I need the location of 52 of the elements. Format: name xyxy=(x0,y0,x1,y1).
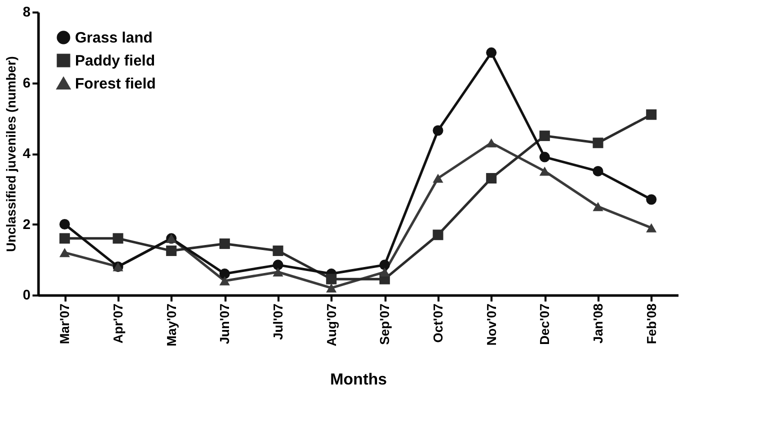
x-tick-label: Jan'08 xyxy=(590,304,606,344)
point xyxy=(112,233,124,244)
point xyxy=(326,274,337,284)
point xyxy=(646,109,657,120)
point xyxy=(592,166,604,176)
legend-label: Paddy field xyxy=(75,52,156,70)
y-tick-label: 2 xyxy=(22,216,31,232)
point xyxy=(272,246,284,256)
legend-label: Forest field xyxy=(75,76,156,92)
point xyxy=(539,130,550,142)
point xyxy=(592,202,604,212)
point xyxy=(59,219,70,230)
point xyxy=(539,166,550,176)
x-tick-label: Aug'07 xyxy=(324,304,339,346)
x-tick-label: Sep'07 xyxy=(377,304,392,345)
point xyxy=(59,248,70,258)
y-tick-label: 6 xyxy=(22,74,31,90)
point xyxy=(539,152,550,162)
point xyxy=(379,260,390,270)
point xyxy=(219,268,230,280)
point xyxy=(646,194,657,205)
legend-label: Grass land xyxy=(75,30,153,46)
point xyxy=(432,174,444,183)
x-tick-label: Oct'07 xyxy=(430,304,446,343)
y-tick-label: 8 xyxy=(22,4,31,20)
point xyxy=(379,267,390,277)
point xyxy=(432,230,444,240)
x-axis-title: Months xyxy=(330,371,388,388)
point xyxy=(272,267,284,277)
point xyxy=(592,138,604,148)
point xyxy=(219,238,230,249)
x-tick-label: Apr'07 xyxy=(110,304,126,344)
point xyxy=(326,283,337,292)
y-tick-label: 0 xyxy=(22,286,31,302)
point xyxy=(486,47,497,58)
point xyxy=(166,246,177,256)
point xyxy=(59,233,70,244)
x-tick-label: Nov'07 xyxy=(484,304,499,346)
point xyxy=(272,260,284,270)
x-tick-label: Jul'07 xyxy=(270,304,286,340)
x-tick-label: Dec'07 xyxy=(537,304,552,345)
point xyxy=(432,125,444,136)
point xyxy=(486,173,497,184)
x-tick-label: May'07 xyxy=(164,304,179,346)
point xyxy=(646,223,657,232)
x-tick-label: Jun'07 xyxy=(217,304,232,344)
y-tick-label: 4 xyxy=(22,145,31,161)
y-axis-title: Unclassified juveniles (number) xyxy=(4,56,19,252)
x-tick-label: Mar'07 xyxy=(57,304,72,344)
x-tick-label: Feb'08 xyxy=(644,304,659,344)
point xyxy=(486,138,497,148)
point xyxy=(219,276,230,286)
